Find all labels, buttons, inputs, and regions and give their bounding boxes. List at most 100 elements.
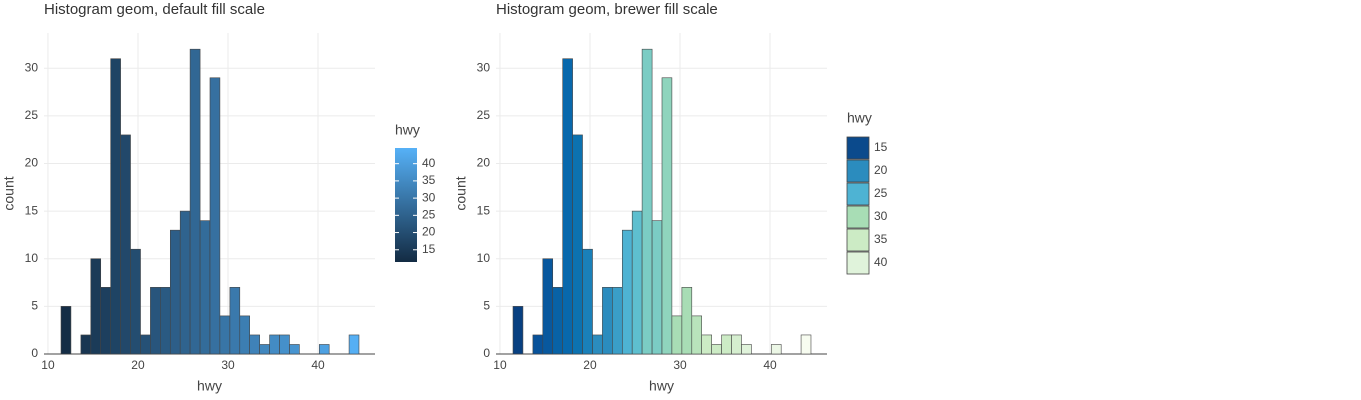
bar [651,220,663,355]
bar [80,334,92,355]
chart-title: Histogram geom, brewer fill scale [496,1,718,18]
y-tick-label: 20 [477,156,491,170]
bar [711,344,722,355]
bar [209,77,221,355]
chart-title: Histogram geom, default fill scale [44,1,265,18]
bar [90,258,102,355]
bar [259,344,270,355]
bar [621,229,633,355]
bar [602,287,613,355]
x-tick-label: 30 [673,358,687,372]
x-tick-label: 10 [41,358,55,372]
bar [691,315,702,355]
legend-label: 20 [874,163,888,177]
legend-label: 35 [874,232,888,246]
bar [671,315,683,355]
y-tick-label: 25 [25,108,39,122]
y-tick-label: 5 [31,299,38,313]
legend-label: 30 [422,190,436,204]
legend-key [846,205,870,229]
legend-label: 15 [422,242,436,256]
bar [318,344,330,355]
bar [160,287,171,355]
y-tick-label: 20 [25,156,39,170]
bar [140,334,151,355]
bar [110,58,121,355]
legend-label: 40 [874,255,888,269]
bar [169,229,181,355]
bar [612,287,623,355]
bar [100,287,112,355]
y-tick-label: 10 [25,251,39,265]
legend-label: 25 [422,208,436,222]
bar [229,287,241,355]
y-tick-label: 30 [477,60,491,74]
bar [661,77,673,355]
legend-label: 30 [874,209,888,223]
bar [249,334,260,355]
bar [512,306,524,355]
bar [641,48,653,355]
bar [770,344,782,355]
bar [269,334,280,355]
bar [572,134,583,355]
legend-key [846,159,870,183]
bar [721,334,732,355]
legend-title: hwy [395,122,420,138]
legend-label: 25 [874,186,888,200]
y-tick-label: 5 [483,299,490,313]
bar [219,315,231,355]
x-tick-label: 40 [763,358,777,372]
bar [189,48,201,355]
y-tick-label: 25 [477,108,491,122]
bar [701,334,712,355]
x-tick-label: 20 [131,358,145,372]
bar [120,134,131,355]
bar [592,334,603,355]
x-tick-label: 10 [493,358,507,372]
bar [179,210,191,355]
bar [731,334,742,355]
bar [532,334,544,355]
y-tick-label: 15 [25,203,39,217]
bar [552,287,564,355]
bar [348,334,360,355]
bar [681,287,693,355]
y-tick-label: 0 [31,346,38,360]
y-axis-label: count [1,176,17,210]
legend-key [846,228,870,252]
legend-title: hwy [847,110,872,126]
legend-key [846,251,870,275]
bar [800,334,812,355]
bar [542,258,554,355]
y-axis-label: count [453,176,469,210]
x-tick-label: 30 [221,358,235,372]
y-tick-label: 10 [477,251,491,265]
colorbar [395,148,417,262]
bar [60,306,72,355]
legend-label: 35 [422,173,436,187]
y-tick-label: 0 [483,346,490,360]
x-tick-label: 40 [311,358,325,372]
bar [150,287,161,355]
x-axis-label: hwy [649,378,674,394]
bar [741,344,752,355]
bar [562,58,573,355]
bar [289,344,300,355]
legend-label: 40 [422,156,436,170]
bar [239,315,250,355]
x-tick-label: 20 [583,358,597,372]
bar [199,220,211,355]
legend-key [846,182,870,206]
x-axis-label: hwy [197,378,222,394]
bar [582,248,593,355]
legend-label: 15 [874,140,888,154]
y-tick-label: 15 [477,203,491,217]
legend-label: 20 [422,225,436,239]
y-tick-label: 30 [25,60,39,74]
bar [130,248,141,355]
bar [279,334,290,355]
legend-key [846,136,870,160]
bar [631,210,643,355]
